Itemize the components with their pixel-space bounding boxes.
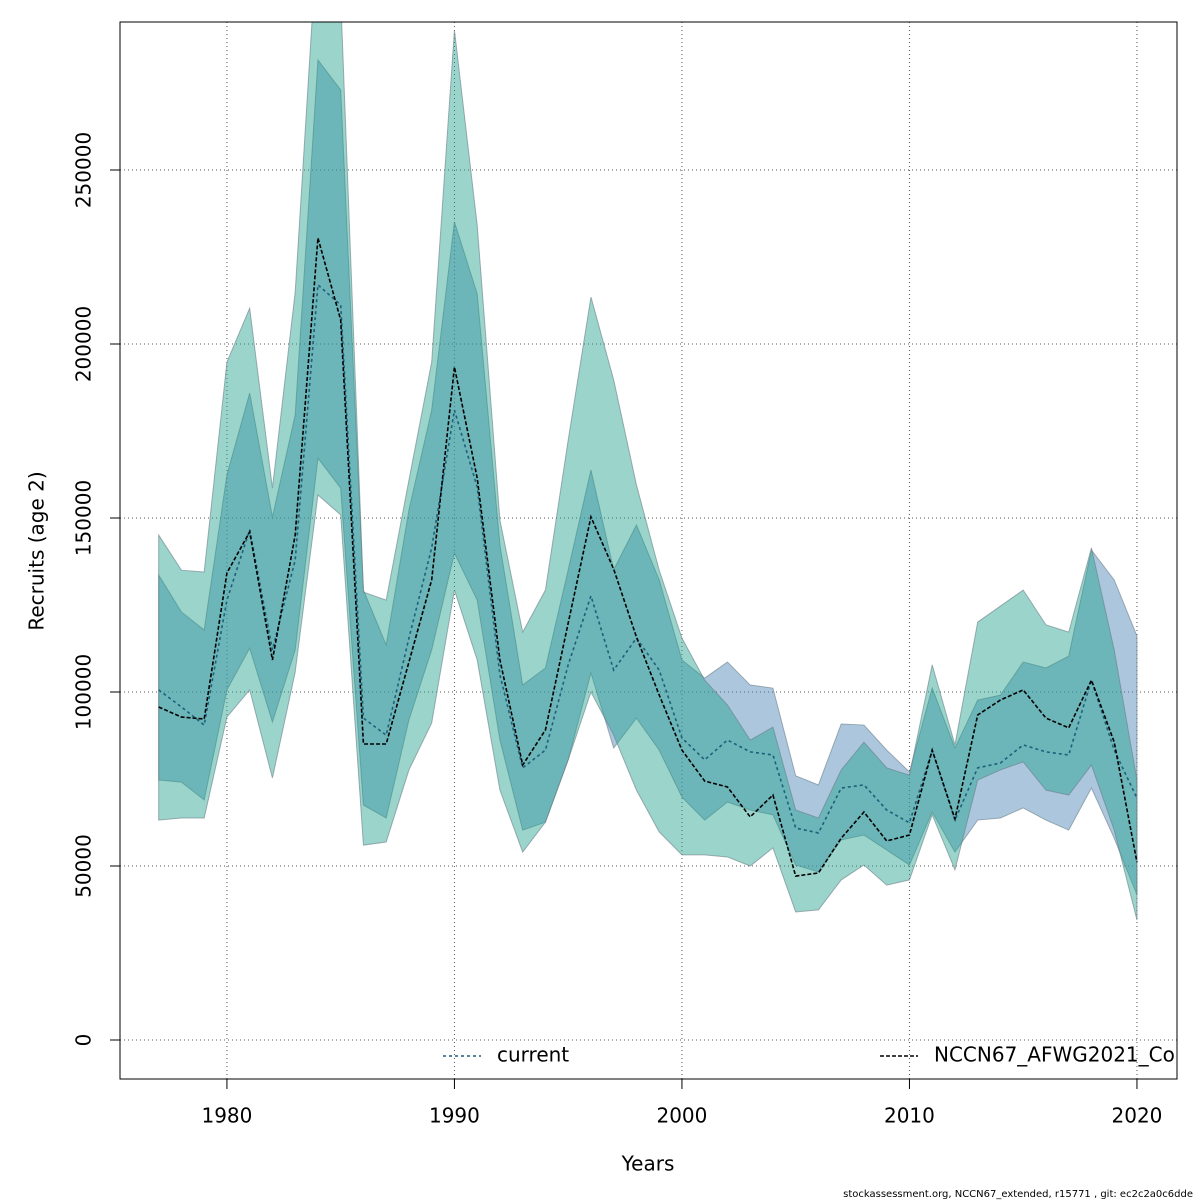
plot-frame xyxy=(119,21,1178,1080)
x-tick-label: 2000 xyxy=(656,1104,707,1128)
series-line xyxy=(158,283,1138,834)
legend-label: NCCN67_AFWG2021_Co xyxy=(934,1043,1175,1067)
confidence-band xyxy=(158,22,1138,921)
legend-label: current xyxy=(497,1043,569,1067)
y-tick-label: 100000 xyxy=(72,654,96,730)
y-axis-label: Recruits (age 2) xyxy=(25,471,49,630)
x-tick-label: 1980 xyxy=(201,1104,252,1128)
x-tick-label: 2020 xyxy=(1112,1104,1163,1128)
y-tick-label: 250000 xyxy=(72,132,96,208)
x-tick-label: 1990 xyxy=(429,1104,480,1128)
series-line xyxy=(158,237,1138,877)
x-tick-label: 2010 xyxy=(884,1104,935,1128)
plot-area xyxy=(120,22,1177,1079)
footer: stockassessment.org, NCCN67_extended, r1… xyxy=(843,1189,1193,1200)
x-axis-label: Years xyxy=(621,1152,675,1176)
y-tick-label: 150000 xyxy=(72,480,96,556)
y-tick-label: 50000 xyxy=(72,834,96,898)
y-tick-label: 0 xyxy=(72,1034,96,1047)
y-tick-label: 200000 xyxy=(72,306,96,382)
